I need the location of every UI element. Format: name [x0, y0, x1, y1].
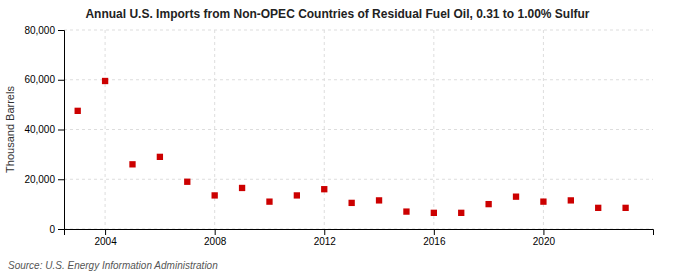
- tick-label: 2020: [533, 236, 556, 247]
- grid-line: [105, 30, 106, 229]
- tick-mark: [58, 130, 64, 131]
- grid-line: [214, 30, 215, 229]
- tick-mark: [105, 229, 106, 235]
- tick-mark: [543, 229, 544, 235]
- tick-label: 2016: [423, 236, 446, 247]
- tick: 2008: [204, 229, 227, 247]
- tick-mark: [324, 229, 325, 235]
- point: [157, 154, 163, 160]
- grid-line: [64, 129, 653, 130]
- point: [431, 210, 437, 216]
- point: [485, 201, 491, 207]
- tick-label: 40,000: [24, 124, 55, 135]
- point: [458, 210, 464, 216]
- grid-line: [64, 30, 653, 31]
- plot: 2004 2008 2012 2016 2020 0 20,000 40,000 60,000 8…: [24, 25, 653, 247]
- tick: 2004: [94, 229, 117, 247]
- point: [568, 197, 574, 203]
- tick: 2016: [423, 229, 446, 247]
- chart: 2004 2008 2012 2016 2020 0 20,000 40,000 60,000 8…: [0, 0, 675, 275]
- point: [622, 205, 628, 211]
- point: [403, 208, 409, 214]
- tick-label: 80,000: [24, 25, 55, 36]
- point: [102, 78, 108, 84]
- point: [294, 192, 300, 198]
- point: [540, 198, 546, 204]
- annotation: Source: U.S. Energy Information Administ…: [8, 260, 218, 271]
- point: [184, 179, 190, 185]
- tick-mark: [58, 229, 64, 230]
- grid-line: [324, 30, 325, 229]
- point: [212, 192, 218, 198]
- tick-label: 2012: [314, 236, 337, 247]
- point: [348, 200, 354, 206]
- point: [376, 197, 382, 203]
- point: [129, 161, 135, 167]
- point: [239, 185, 245, 191]
- tick-label: 2004: [94, 236, 117, 247]
- grid-line: [64, 179, 653, 180]
- axis-title: Thousand Barrels: [4, 86, 16, 173]
- tick-mark: [58, 179, 64, 180]
- x-axis: 2004 2008 2012 2016 2020: [65, 229, 654, 247]
- point: [513, 194, 519, 200]
- tick: 40,000: [24, 124, 64, 135]
- tick-mark: [58, 80, 64, 81]
- tick: 2020: [533, 229, 556, 247]
- tick-label: 60,000: [24, 74, 55, 85]
- point: [75, 108, 81, 114]
- tick: 0: [49, 224, 64, 235]
- points: [75, 78, 629, 216]
- grid: [64, 30, 653, 229]
- tick: 60,000: [24, 74, 64, 85]
- point: [266, 198, 272, 204]
- tick-mark: [434, 229, 435, 235]
- y-axis: 0 20,000 40,000 60,000 80,000: [24, 25, 64, 235]
- tick: 2012: [314, 229, 337, 247]
- point: [595, 205, 601, 211]
- tick-mark: [58, 30, 64, 31]
- tick: 20,000: [24, 174, 64, 185]
- point: [321, 186, 327, 192]
- title: Annual U.S. Imports from Non-OPEC Countr…: [85, 7, 589, 21]
- axis-line: [65, 230, 654, 236]
- tick-label: 2008: [204, 236, 227, 247]
- grid-line: [433, 30, 434, 229]
- grid-line: [64, 79, 653, 80]
- tick-label: 20,000: [24, 174, 55, 185]
- tick-mark: [215, 229, 216, 235]
- tick: 80,000: [24, 25, 64, 36]
- axis-line: [58, 31, 65, 230]
- tick-label: 0: [49, 224, 55, 235]
